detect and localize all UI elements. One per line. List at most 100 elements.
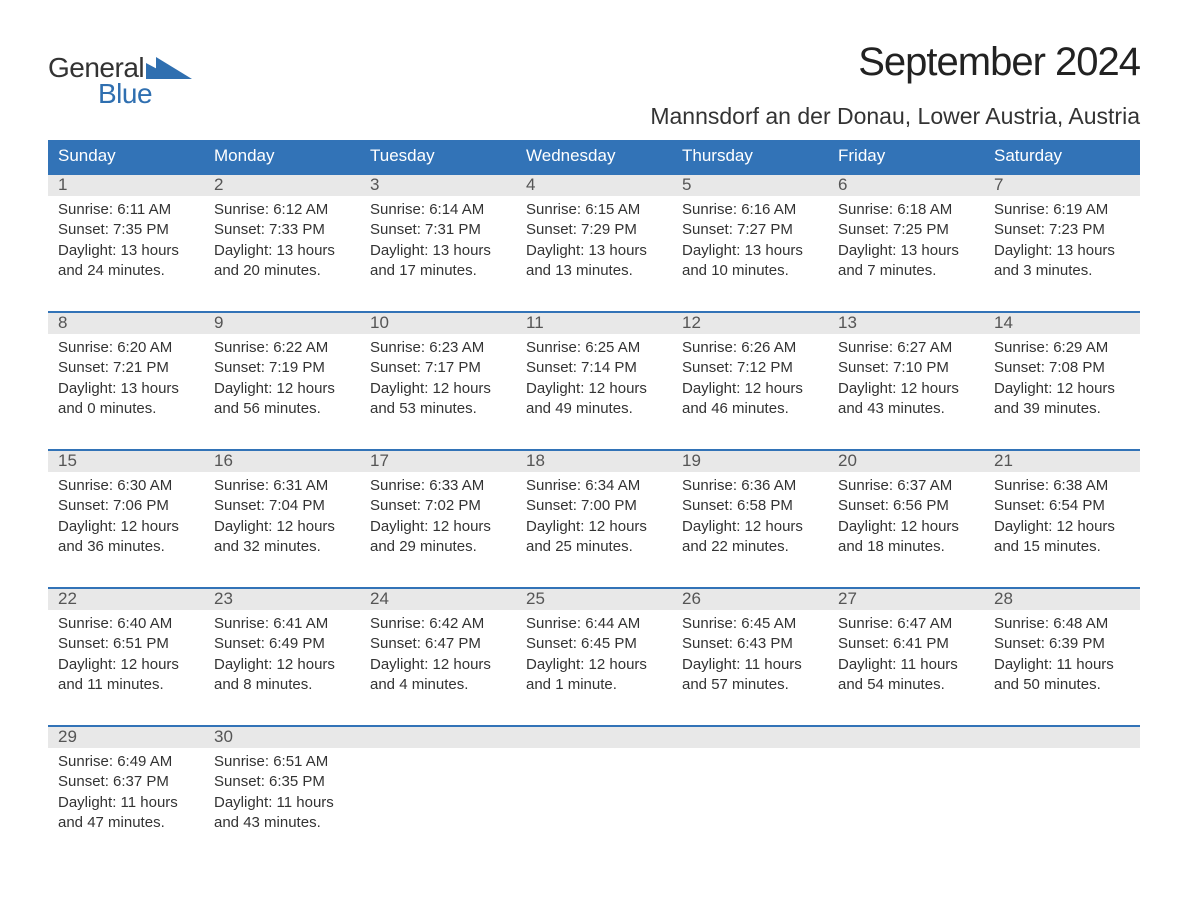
- calendar-day-cell: 10Sunrise: 6:23 AMSunset: 7:17 PMDayligh…: [360, 311, 516, 449]
- sunrise-text: Sunrise: 6:12 AM: [214, 200, 350, 220]
- sunset-text: Sunset: 7:35 PM: [58, 220, 194, 240]
- calendar-day-cell: 9Sunrise: 6:22 AMSunset: 7:19 PMDaylight…: [204, 311, 360, 449]
- day-number: 13: [828, 311, 984, 334]
- calendar-day-cell: 22Sunrise: 6:40 AMSunset: 6:51 PMDayligh…: [48, 587, 204, 725]
- daylight-text: Daylight: 13 hours and 24 minutes.: [58, 241, 194, 282]
- day-body: Sunrise: 6:26 AMSunset: 7:12 PMDaylight:…: [672, 334, 828, 449]
- calendar-week: 29Sunrise: 6:49 AMSunset: 6:37 PMDayligh…: [48, 725, 1140, 863]
- sunset-text: Sunset: 7:27 PM: [682, 220, 818, 240]
- day-body: Sunrise: 6:25 AMSunset: 7:14 PMDaylight:…: [516, 334, 672, 449]
- calendar-day-cell: [360, 725, 516, 863]
- day-body: Sunrise: 6:48 AMSunset: 6:39 PMDaylight:…: [984, 610, 1140, 725]
- day-body: Sunrise: 6:22 AMSunset: 7:19 PMDaylight:…: [204, 334, 360, 449]
- weekday-friday: Friday: [828, 140, 984, 173]
- daylight-text: Daylight: 12 hours and 8 minutes.: [214, 655, 350, 696]
- sunrise-text: Sunrise: 6:18 AM: [838, 200, 974, 220]
- calendar-day-cell: 7Sunrise: 6:19 AMSunset: 7:23 PMDaylight…: [984, 173, 1140, 311]
- weekday-wednesday: Wednesday: [516, 140, 672, 173]
- sunrise-text: Sunrise: 6:36 AM: [682, 476, 818, 496]
- daylight-text: Daylight: 13 hours and 3 minutes.: [994, 241, 1130, 282]
- sunrise-text: Sunrise: 6:14 AM: [370, 200, 506, 220]
- day-number: 27: [828, 587, 984, 610]
- calendar-day-cell: 1Sunrise: 6:11 AMSunset: 7:35 PMDaylight…: [48, 173, 204, 311]
- day-number: 2: [204, 173, 360, 196]
- sunrise-text: Sunrise: 6:42 AM: [370, 614, 506, 634]
- sunrise-text: Sunrise: 6:19 AM: [994, 200, 1130, 220]
- calendar-week: 22Sunrise: 6:40 AMSunset: 6:51 PMDayligh…: [48, 587, 1140, 725]
- daylight-text: Daylight: 12 hours and 46 minutes.: [682, 379, 818, 420]
- sunset-text: Sunset: 7:10 PM: [838, 358, 974, 378]
- calendar-day-cell: 3Sunrise: 6:14 AMSunset: 7:31 PMDaylight…: [360, 173, 516, 311]
- day-number: [984, 725, 1140, 748]
- sunrise-text: Sunrise: 6:33 AM: [370, 476, 506, 496]
- calendar-day-cell: 5Sunrise: 6:16 AMSunset: 7:27 PMDaylight…: [672, 173, 828, 311]
- calendar-day-cell: 27Sunrise: 6:47 AMSunset: 6:41 PMDayligh…: [828, 587, 984, 725]
- calendar-day-cell: 15Sunrise: 6:30 AMSunset: 7:06 PMDayligh…: [48, 449, 204, 587]
- sunrise-text: Sunrise: 6:51 AM: [214, 752, 350, 772]
- day-number: 6: [828, 173, 984, 196]
- calendar-day-cell: [984, 725, 1140, 863]
- day-number: 1: [48, 173, 204, 196]
- day-body: Sunrise: 6:34 AMSunset: 7:00 PMDaylight:…: [516, 472, 672, 587]
- day-number: [360, 725, 516, 748]
- sunset-text: Sunset: 6:58 PM: [682, 496, 818, 516]
- sunset-text: Sunset: 6:54 PM: [994, 496, 1130, 516]
- daylight-text: Daylight: 11 hours and 50 minutes.: [994, 655, 1130, 696]
- sunrise-text: Sunrise: 6:44 AM: [526, 614, 662, 634]
- sunrise-text: Sunrise: 6:34 AM: [526, 476, 662, 496]
- calendar-day-cell: 19Sunrise: 6:36 AMSunset: 6:58 PMDayligh…: [672, 449, 828, 587]
- sunrise-text: Sunrise: 6:22 AM: [214, 338, 350, 358]
- calendar-week: 15Sunrise: 6:30 AMSunset: 7:06 PMDayligh…: [48, 449, 1140, 587]
- day-body: [360, 748, 516, 828]
- header: General Blue September 2024 Mannsdorf an…: [48, 40, 1140, 130]
- calendar-day-cell: 11Sunrise: 6:25 AMSunset: 7:14 PMDayligh…: [516, 311, 672, 449]
- day-body: Sunrise: 6:11 AMSunset: 7:35 PMDaylight:…: [48, 196, 204, 311]
- calendar-day-cell: 16Sunrise: 6:31 AMSunset: 7:04 PMDayligh…: [204, 449, 360, 587]
- day-number: 24: [360, 587, 516, 610]
- day-number: 12: [672, 311, 828, 334]
- day-number: 25: [516, 587, 672, 610]
- daylight-text: Daylight: 13 hours and 20 minutes.: [214, 241, 350, 282]
- day-number: 20: [828, 449, 984, 472]
- calendar-week: 8Sunrise: 6:20 AMSunset: 7:21 PMDaylight…: [48, 311, 1140, 449]
- day-number: 23: [204, 587, 360, 610]
- day-number: 22: [48, 587, 204, 610]
- sunrise-text: Sunrise: 6:26 AM: [682, 338, 818, 358]
- sunset-text: Sunset: 7:12 PM: [682, 358, 818, 378]
- day-body: Sunrise: 6:47 AMSunset: 6:41 PMDaylight:…: [828, 610, 984, 725]
- sunset-text: Sunset: 6:45 PM: [526, 634, 662, 654]
- day-number: 3: [360, 173, 516, 196]
- sunset-text: Sunset: 7:25 PM: [838, 220, 974, 240]
- daylight-text: Daylight: 13 hours and 10 minutes.: [682, 241, 818, 282]
- sunset-text: Sunset: 7:17 PM: [370, 358, 506, 378]
- calendar-day-cell: 8Sunrise: 6:20 AMSunset: 7:21 PMDaylight…: [48, 311, 204, 449]
- daylight-text: Daylight: 12 hours and 32 minutes.: [214, 517, 350, 558]
- sunset-text: Sunset: 7:14 PM: [526, 358, 662, 378]
- sunset-text: Sunset: 7:21 PM: [58, 358, 194, 378]
- weekday-header-row: Sunday Monday Tuesday Wednesday Thursday…: [48, 140, 1140, 173]
- day-body: Sunrise: 6:31 AMSunset: 7:04 PMDaylight:…: [204, 472, 360, 587]
- sunset-text: Sunset: 7:33 PM: [214, 220, 350, 240]
- day-body: Sunrise: 6:33 AMSunset: 7:02 PMDaylight:…: [360, 472, 516, 587]
- daylight-text: Daylight: 11 hours and 54 minutes.: [838, 655, 974, 696]
- daylight-text: Daylight: 12 hours and 4 minutes.: [370, 655, 506, 696]
- day-body: Sunrise: 6:18 AMSunset: 7:25 PMDaylight:…: [828, 196, 984, 311]
- day-number: 19: [672, 449, 828, 472]
- calendar-day-cell: 13Sunrise: 6:27 AMSunset: 7:10 PMDayligh…: [828, 311, 984, 449]
- sunrise-text: Sunrise: 6:38 AM: [994, 476, 1130, 496]
- day-number: 28: [984, 587, 1140, 610]
- daylight-text: Daylight: 12 hours and 36 minutes.: [58, 517, 194, 558]
- logo: General Blue: [48, 52, 192, 110]
- day-body: Sunrise: 6:38 AMSunset: 6:54 PMDaylight:…: [984, 472, 1140, 587]
- daylight-text: Daylight: 13 hours and 7 minutes.: [838, 241, 974, 282]
- day-number: 18: [516, 449, 672, 472]
- day-number: [828, 725, 984, 748]
- sunset-text: Sunset: 7:29 PM: [526, 220, 662, 240]
- day-body: Sunrise: 6:40 AMSunset: 6:51 PMDaylight:…: [48, 610, 204, 725]
- sunrise-text: Sunrise: 6:31 AM: [214, 476, 350, 496]
- sunset-text: Sunset: 6:49 PM: [214, 634, 350, 654]
- day-body: Sunrise: 6:15 AMSunset: 7:29 PMDaylight:…: [516, 196, 672, 311]
- sunset-text: Sunset: 7:04 PM: [214, 496, 350, 516]
- sunset-text: Sunset: 6:39 PM: [994, 634, 1130, 654]
- calendar-day-cell: [828, 725, 984, 863]
